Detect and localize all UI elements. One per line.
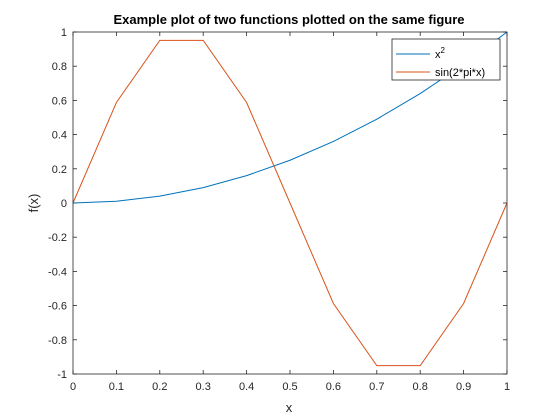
y-tick-label: -0.8	[48, 335, 67, 347]
x-axis-ticks: 0 0.1 0.2 0.3 0.4 0.5 0.6 0.7 0.8 0.9 1	[70, 32, 510, 393]
x-tick-label: 0.4	[239, 381, 254, 393]
y-tick-label: 0.2	[52, 164, 67, 176]
y-tick-label: -0.2	[48, 232, 67, 244]
y-tick-label: 0.4	[52, 130, 67, 142]
y-tick-label: 0.8	[52, 61, 67, 73]
x-tick-label: 0.7	[369, 381, 384, 393]
x-axis-label: x	[286, 400, 293, 415]
x-tick-label: 0.6	[326, 381, 341, 393]
y-tick-label: 1	[61, 27, 67, 39]
chart-title: Example plot of two functions plotted on…	[113, 12, 464, 27]
series-line-2	[72, 39, 508, 367]
series-line-1	[72, 31, 508, 204]
legend: x2 sin(2*pi*x)	[391, 38, 501, 81]
y-tick-label: -0.4	[48, 266, 67, 278]
y-axis-ticks: -1 -0.8 -0.6 -0.4 -0.2 0 0.2 0.4 0.6 0.8 1	[48, 27, 507, 381]
x-tick-label: 1	[504, 381, 510, 393]
x-tick-label: 0.8	[413, 381, 428, 393]
y-tick-label: 0	[61, 198, 67, 210]
x-tick-label: 0.5	[282, 381, 297, 393]
x-tick-label: 0.2	[152, 381, 167, 393]
axes-box	[72, 31, 508, 375]
y-axis-label: f(x)	[26, 194, 41, 213]
legend-entry-series-1-sup: 2	[441, 46, 446, 55]
y-tick-label: -1	[57, 369, 67, 381]
x-tick-label: 0.3	[196, 381, 211, 393]
legend-entry-series-2-base: sin(2*pi*x)	[435, 67, 485, 79]
legend-box	[391, 38, 501, 81]
y-tick-label: -0.6	[48, 301, 67, 313]
legend-entry-series-1-base: x	[435, 49, 441, 61]
series-lines	[72, 31, 508, 367]
legend-entry-series-1: x2	[435, 46, 446, 61]
x-tick-label: 0.1	[109, 381, 124, 393]
x-tick-label: 0	[70, 381, 76, 393]
y-tick-label: 0.6	[52, 95, 67, 107]
x-tick-label: 0.9	[456, 381, 471, 393]
legend-entry-series-2: sin(2*pi*x)	[435, 67, 485, 79]
